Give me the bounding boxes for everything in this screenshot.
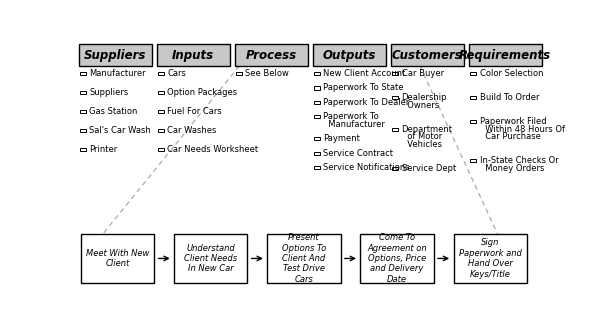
Text: Color Selection: Color Selection xyxy=(479,69,543,78)
Bar xyxy=(392,96,398,99)
Text: Car Washes: Car Washes xyxy=(168,126,217,135)
Text: Sign
Paperwork and
Hand Over
Keys/Title: Sign Paperwork and Hand Over Keys/Title xyxy=(459,238,522,278)
Text: New Client Account: New Client Account xyxy=(323,69,406,78)
Bar xyxy=(157,44,230,66)
Text: Process: Process xyxy=(246,49,297,62)
Bar xyxy=(361,234,434,283)
Text: Dealership: Dealership xyxy=(401,93,447,102)
Text: Paperwork To Dealer: Paperwork To Dealer xyxy=(323,98,410,107)
Bar xyxy=(158,110,164,113)
Bar xyxy=(470,96,476,99)
Text: Paperwork To State: Paperwork To State xyxy=(323,83,404,92)
Text: Car Needs Worksheet: Car Needs Worksheet xyxy=(168,145,259,154)
Text: Within 48 Hours Of: Within 48 Hours Of xyxy=(479,125,564,133)
Bar xyxy=(314,137,320,140)
Bar xyxy=(314,166,320,169)
Bar xyxy=(470,159,476,162)
Text: Customers: Customers xyxy=(392,49,462,62)
Bar xyxy=(453,234,527,283)
Text: Suppliers: Suppliers xyxy=(90,88,129,97)
Bar xyxy=(470,120,476,123)
Bar xyxy=(79,44,152,66)
Text: Service Dept: Service Dept xyxy=(401,164,456,173)
Text: Service Notifications: Service Notifications xyxy=(323,163,410,172)
Text: Manufacturer: Manufacturer xyxy=(90,69,146,78)
Bar xyxy=(80,91,86,94)
Bar xyxy=(468,44,542,66)
Bar xyxy=(80,110,86,113)
Bar xyxy=(312,44,386,66)
Text: Paperwork To: Paperwork To xyxy=(323,112,379,121)
Text: Payment: Payment xyxy=(323,134,361,143)
Text: Car Buyer: Car Buyer xyxy=(401,69,443,78)
Text: Present
Options To
Client And
Test Drive
Cars: Present Options To Client And Test Drive… xyxy=(282,233,326,284)
Bar xyxy=(236,72,242,75)
Text: Gas Station: Gas Station xyxy=(90,107,138,116)
Text: Department: Department xyxy=(401,125,453,133)
Text: See Below: See Below xyxy=(245,69,289,78)
Bar xyxy=(314,115,320,118)
Text: In-State Checks Or: In-State Checks Or xyxy=(479,156,558,165)
Text: Inputs: Inputs xyxy=(172,49,214,62)
Bar xyxy=(470,72,476,75)
Text: Vehicles: Vehicles xyxy=(401,140,442,149)
Text: Fuel For Cars: Fuel For Cars xyxy=(168,107,222,116)
Bar xyxy=(392,72,398,75)
Text: Outputs: Outputs xyxy=(323,49,376,62)
Bar xyxy=(314,101,320,104)
Bar xyxy=(267,234,340,283)
Bar xyxy=(80,148,86,151)
Bar xyxy=(390,44,464,66)
Text: Meet With New
Client: Meet With New Client xyxy=(86,249,149,268)
Text: Suppliers: Suppliers xyxy=(84,49,146,62)
Bar xyxy=(158,91,164,94)
Text: Manufacturer: Manufacturer xyxy=(323,120,386,129)
Text: Requirements: Requirements xyxy=(459,49,551,62)
Text: Owners: Owners xyxy=(401,100,439,110)
Bar xyxy=(314,72,320,75)
Text: Service Contract: Service Contract xyxy=(323,149,393,157)
Text: Money Orders: Money Orders xyxy=(479,164,544,173)
Text: Understand
Client Needs
In New Car: Understand Client Needs In New Car xyxy=(184,244,237,273)
Text: Build To Order: Build To Order xyxy=(479,93,539,102)
Bar xyxy=(392,128,398,131)
Bar xyxy=(392,167,398,170)
Text: Printer: Printer xyxy=(90,145,118,154)
Bar xyxy=(314,152,320,155)
Text: Sal's Car Wash: Sal's Car Wash xyxy=(90,126,151,135)
Text: Paperwork Filed: Paperwork Filed xyxy=(479,117,546,126)
Bar xyxy=(314,86,320,90)
Bar xyxy=(158,72,164,75)
Text: of Motor: of Motor xyxy=(401,132,442,141)
Text: Option Packages: Option Packages xyxy=(168,88,238,97)
Bar xyxy=(158,148,164,151)
Bar xyxy=(80,129,86,132)
Bar xyxy=(235,44,308,66)
Text: Come To
Agreement on
Options, Price
and Delivery
Date: Come To Agreement on Options, Price and … xyxy=(367,233,427,284)
Text: Cars: Cars xyxy=(168,69,187,78)
Bar xyxy=(158,129,164,132)
Bar xyxy=(81,234,154,283)
Text: Car Purchase: Car Purchase xyxy=(479,132,540,141)
Bar xyxy=(80,72,86,75)
Bar xyxy=(174,234,248,283)
